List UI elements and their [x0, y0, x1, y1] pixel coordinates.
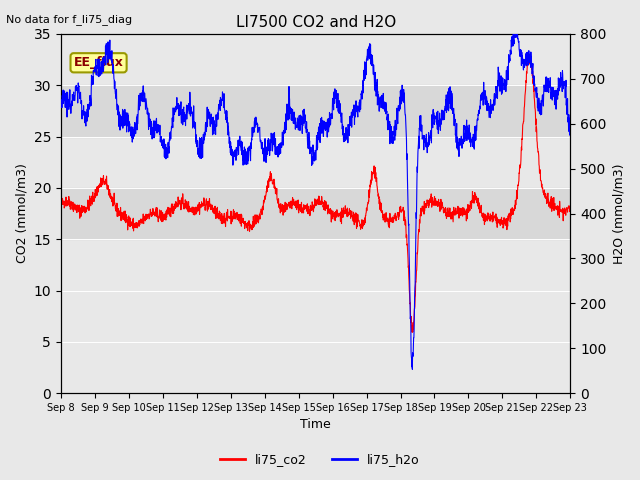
- Y-axis label: CO2 (mmol/m3): CO2 (mmol/m3): [15, 164, 28, 264]
- Text: No data for f_li75_diag: No data for f_li75_diag: [6, 14, 132, 25]
- Text: EE_flux: EE_flux: [74, 56, 124, 69]
- Bar: [61, 188, 570, 239]
- Y-axis label: H2O (mmol/m3): H2O (mmol/m3): [612, 163, 625, 264]
- Legend: li75_co2, li75_h2o: li75_co2, li75_h2o: [215, 448, 425, 471]
- Bar: [61, 85, 570, 137]
- X-axis label: Time: Time: [300, 419, 331, 432]
- Title: LI7500 CO2 and H2O: LI7500 CO2 and H2O: [236, 15, 396, 30]
